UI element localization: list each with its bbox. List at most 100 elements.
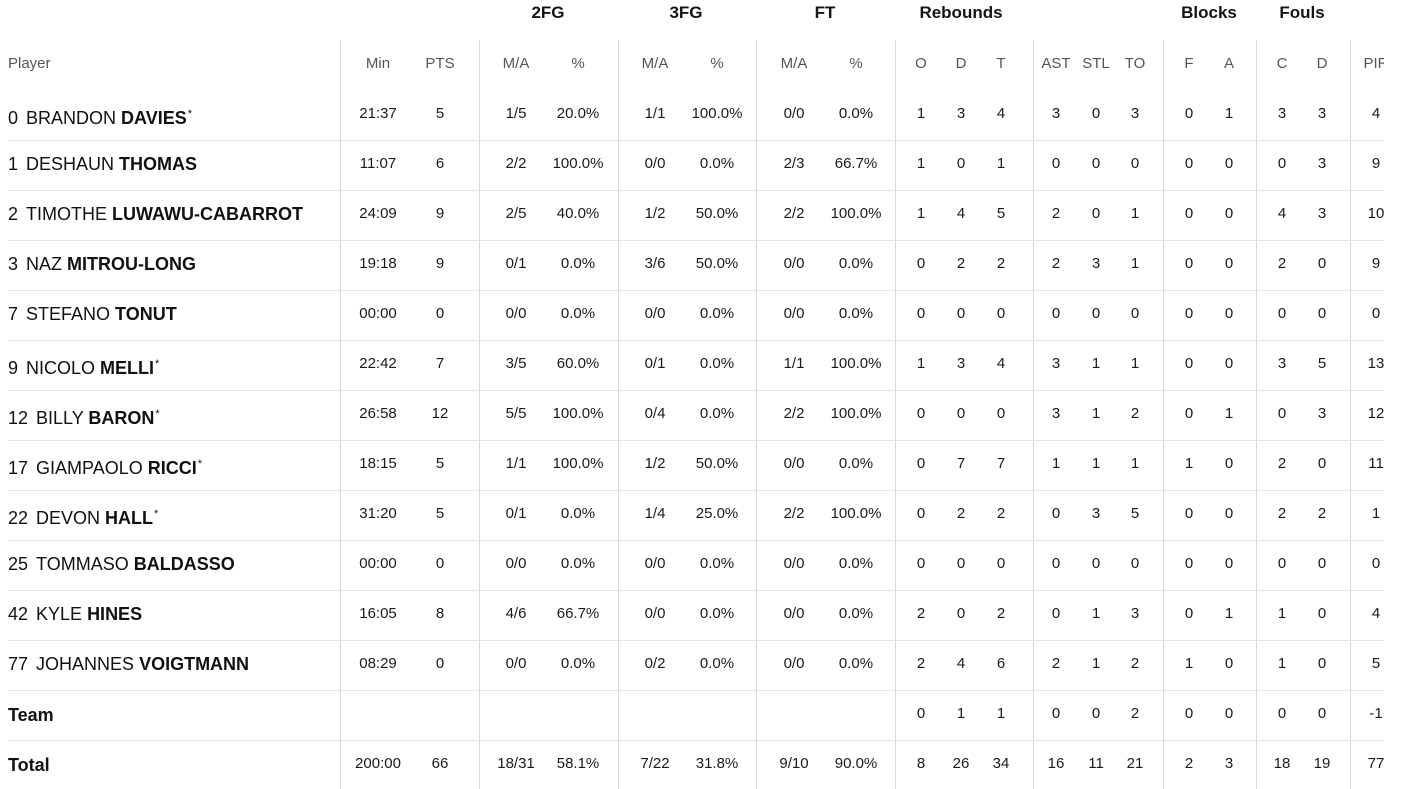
player-row-stat: 0 (1224, 655, 1234, 672)
player-first-name: NAZ (26, 254, 68, 274)
total-row-stat: 18/31 (497, 755, 535, 772)
player-row-stat: 2/3 (783, 155, 805, 172)
player-row-stat: 100.0% (830, 205, 882, 222)
player-row-stat: 0.0% (838, 255, 874, 272)
player-row-stat: 08:29 (359, 655, 397, 672)
player-row-stat: 4 (1371, 605, 1381, 622)
player-name[interactable]: 9 NICOLO MELLI* (8, 352, 159, 378)
total-row-stat: 18 (1273, 755, 1291, 772)
player-row-stat: 0 (1130, 155, 1140, 172)
total-row-stat: 2 (1184, 755, 1194, 772)
column-header: O (915, 55, 927, 72)
player-row-stat: 21:37 (359, 105, 397, 122)
player-number: 9 (8, 358, 19, 378)
player-row-stat: 0 (916, 305, 926, 322)
player-name[interactable]: 7 STEFANO TONUT (8, 302, 177, 326)
player-name[interactable]: 3 NAZ MITROU-LONG (8, 252, 196, 276)
player-row-stat: 2 (1051, 655, 1061, 672)
player-row-stat: 1 (1091, 655, 1101, 672)
player-row-stat: 0 (1091, 555, 1101, 572)
player-number: 1 (8, 154, 19, 174)
player-row-stat: 0.0% (699, 305, 735, 322)
column-divider (1256, 40, 1257, 789)
player-first-name: BRANDON (26, 108, 122, 128)
player-row-stat: 1/2 (644, 455, 666, 472)
player-row-stat: 100.0% (552, 455, 604, 472)
player-row-stat: 2 (1277, 505, 1287, 522)
player-row-stat: 6 (996, 655, 1006, 672)
player-name[interactable]: 77 JOHANNES VOIGTMANN (8, 652, 249, 676)
player-name[interactable]: 42 KYLE HINES (8, 602, 142, 626)
player-last-name: RICCI (147, 458, 197, 478)
total-row-stat: 21 (1126, 755, 1144, 772)
player-row-stat: 50.0% (695, 205, 739, 222)
column-header: F (1184, 55, 1194, 72)
player-name[interactable]: 22 DEVON HALL* (8, 502, 158, 528)
team-row-stat: 0 (916, 705, 926, 722)
player-row-stat: 1 (1091, 455, 1101, 472)
player-row-stat: 0 (1317, 455, 1327, 472)
player-row-stat: 0 (1184, 305, 1194, 322)
player-row-stat: 0 (996, 405, 1006, 422)
player-row-stat: 0 (1184, 105, 1194, 122)
player-row-stat: 4 (956, 655, 966, 672)
player-row-stat: 1 (916, 205, 926, 222)
player-first-name: DESHAUN (26, 154, 120, 174)
player-name[interactable]: 12 BILLY BARON* (8, 402, 160, 428)
player-row-stat: 100.0% (691, 105, 743, 122)
player-row-stat: 0 (1224, 155, 1234, 172)
player-row-stat: 3 (1130, 605, 1140, 622)
player-row-stat: 0/0 (644, 605, 666, 622)
column-divider (479, 40, 480, 789)
player-name[interactable]: 17 GIAMPAOLO RICCI* (8, 452, 202, 478)
player-row-stat: 0 (1184, 355, 1194, 372)
row-divider (8, 740, 1384, 741)
column-divider (340, 40, 341, 789)
player-row-stat: 0.0% (560, 555, 596, 572)
player-row-stat: 0/0 (783, 455, 805, 472)
total-row-label: Total (8, 755, 50, 775)
column-header: M/A (641, 55, 669, 72)
player-row-stat: 2 (1051, 255, 1061, 272)
team-row-stat: 0 (1051, 705, 1061, 722)
player-row-stat: 40.0% (556, 205, 600, 222)
player-row-stat: 0 (1091, 155, 1101, 172)
player-row-stat: 0.0% (699, 655, 735, 672)
column-divider (1033, 40, 1034, 789)
player-row-stat: 0 (956, 405, 966, 422)
player-row-stat: 3 (956, 105, 966, 122)
player-row-stat: 2 (1277, 455, 1287, 472)
player-row-stat: 1 (1224, 105, 1234, 122)
player-name[interactable]: 1 DESHAUN THOMAS (8, 152, 197, 176)
player-row-stat: 4 (1277, 205, 1287, 222)
player-row-stat: 2/2 (783, 205, 805, 222)
player-row-stat: 0 (1091, 105, 1101, 122)
player-row-stat: 0/2 (644, 655, 666, 672)
player-row-stat: 1/1 (644, 105, 666, 122)
player-row-stat: 0/0 (644, 305, 666, 322)
player-row-stat: 1 (916, 155, 926, 172)
player-number: 42 (8, 604, 29, 624)
player-row-stat: 0 (1371, 555, 1381, 572)
row-divider (8, 240, 1384, 241)
player-row-stat: 5/5 (505, 405, 527, 422)
player-name[interactable]: 25 TOMMASO BALDASSO (8, 552, 235, 576)
row-divider (8, 640, 1384, 641)
player-name[interactable]: 0 BRANDON DAVIES* (8, 102, 192, 128)
player-row-stat: 0 (1224, 255, 1234, 272)
column-divider (1163, 40, 1164, 789)
total-row-stat: 16 (1047, 755, 1065, 772)
player-row-stat: 12 (431, 405, 449, 422)
player-row-stat: 0.0% (699, 355, 735, 372)
player-row-stat: 0 (1317, 605, 1327, 622)
player-row-stat: 0 (1051, 605, 1061, 622)
player-row-stat: 22:42 (359, 355, 397, 372)
player-row-stat: 0.0% (699, 605, 735, 622)
column-header: STL (1082, 55, 1110, 72)
player-row-stat: 4 (956, 205, 966, 222)
player-row-stat: 5 (435, 105, 445, 122)
player-row-stat: 0/4 (644, 405, 666, 422)
player-row-stat: 9 (435, 255, 445, 272)
team-row-stat: 2 (1130, 705, 1140, 722)
player-name[interactable]: 2 TIMOTHE LUWAWU-CABARROT (8, 202, 303, 226)
